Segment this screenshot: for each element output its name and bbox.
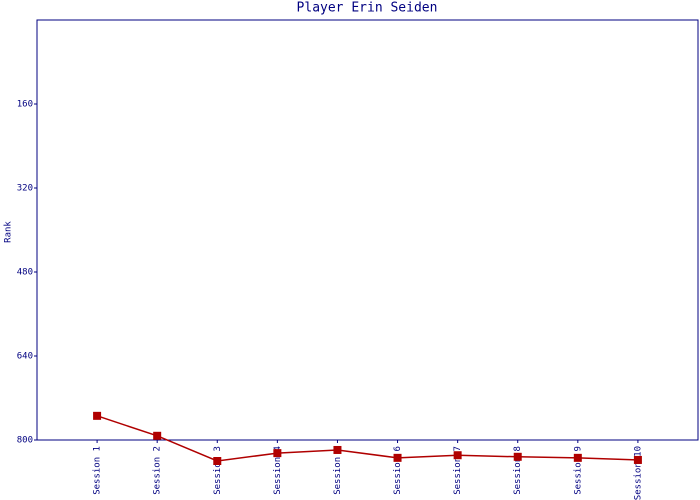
point-marker	[573, 453, 582, 462]
x-tick-label: Session 7	[453, 446, 463, 495]
x-tick-label: Session 6	[393, 446, 403, 495]
point-marker	[273, 449, 282, 458]
y-axis-label: Rank	[4, 221, 14, 243]
x-tick-label: Session 8	[513, 446, 523, 495]
plot-frame	[36, 19, 699, 441]
chart-title: Player Erin Seiden	[297, 1, 438, 16]
y-tick-label: 320	[17, 184, 33, 194]
y-tick-label: 640	[17, 352, 33, 362]
point-marker	[393, 453, 402, 462]
y-tick-label: 160	[17, 100, 33, 110]
point-marker	[93, 411, 102, 420]
x-tick-label: Session 1	[93, 446, 103, 495]
point-marker	[333, 445, 342, 454]
x-tick-label: Session 4	[273, 446, 283, 495]
point-marker	[213, 457, 222, 465]
point-marker	[153, 431, 162, 440]
x-tick-label: Session 5	[333, 446, 343, 495]
x-tick-label: Session 9	[573, 446, 583, 495]
x-tick-label: Session 10	[633, 446, 643, 500]
x-tick-label: Session 3	[213, 446, 223, 495]
point-marker	[453, 451, 462, 460]
point-marker	[633, 455, 642, 464]
point-marker	[513, 452, 522, 461]
x-tick-label: Session 2	[153, 446, 163, 495]
y-tick-label: 480	[17, 268, 33, 278]
y-tick-label: 800	[17, 436, 33, 446]
series-line	[96, 415, 638, 462]
